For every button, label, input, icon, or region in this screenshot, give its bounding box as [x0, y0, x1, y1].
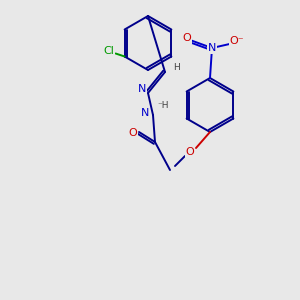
Text: ⁻H: ⁻H — [157, 100, 169, 109]
Text: N: N — [208, 43, 216, 53]
Text: O: O — [186, 147, 194, 157]
Text: O⁻: O⁻ — [230, 36, 244, 46]
Text: O: O — [129, 128, 137, 138]
Text: N: N — [141, 108, 149, 118]
Text: H: H — [174, 62, 180, 71]
Text: Cl: Cl — [103, 46, 114, 56]
Text: N: N — [138, 84, 146, 94]
Text: O: O — [183, 33, 191, 43]
